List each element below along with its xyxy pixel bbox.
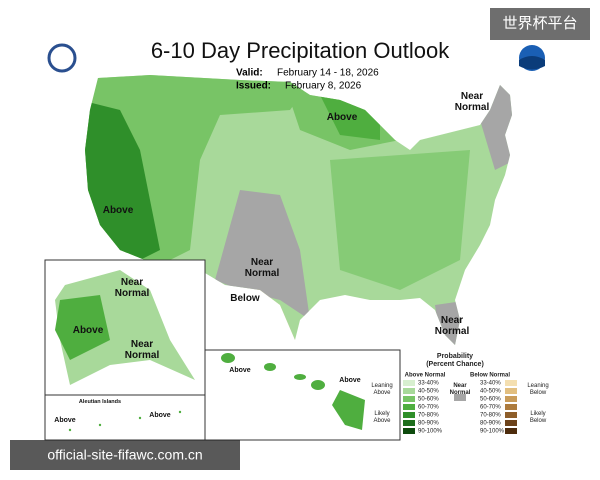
legend-swatch xyxy=(403,428,415,434)
map-label: Aleutian Islands xyxy=(79,399,121,405)
issued-label: Issued: xyxy=(236,81,271,92)
legend-swatch xyxy=(403,388,415,394)
map-label: Near Normal xyxy=(435,315,470,337)
alaska-inset xyxy=(44,259,206,396)
legend-near-line: Near xyxy=(453,383,467,389)
title: 6-10 Day Precipitation Outlook xyxy=(151,38,450,63)
legend-group-line: Leaning xyxy=(527,383,548,389)
legend-bin: 60-70% xyxy=(480,405,501,411)
map-label: Above xyxy=(327,112,358,123)
map-label-line: Near xyxy=(131,339,153,350)
legend-near: Near Normal xyxy=(450,383,471,396)
legend-swatch xyxy=(505,396,517,402)
legend-group-line: Likely xyxy=(374,411,389,417)
map-label: Below xyxy=(230,293,260,304)
legend-bin: 40-50% xyxy=(418,389,439,395)
legend-swatch xyxy=(454,394,466,401)
legend-swatch xyxy=(403,396,415,402)
footer-box xyxy=(10,440,240,470)
legend-bin: 80-90% xyxy=(480,421,501,427)
valid-label: Valid: xyxy=(236,68,263,79)
map-label-line: Above xyxy=(73,325,104,336)
legend-bin: 33-40% xyxy=(418,381,439,387)
legend-bin: 50-60% xyxy=(480,397,501,403)
legend-title-line: Probability xyxy=(437,353,473,360)
footer-watermark: official-site-fifawc.com.cn xyxy=(47,447,202,463)
map-label-line: Above xyxy=(327,112,358,123)
legend-swatch xyxy=(505,420,517,426)
map-label-line: Normal xyxy=(455,102,490,113)
map-label-line: Normal xyxy=(245,268,280,279)
legend-swatch xyxy=(505,428,517,434)
legend-title-line: (Percent Chance) xyxy=(426,361,484,368)
legend-group-line: Leaning xyxy=(371,383,392,389)
map-label-line: Normal xyxy=(435,326,470,337)
legend-bin: 40-50% xyxy=(480,389,501,395)
legend-bin: 70-80% xyxy=(480,413,501,419)
legend-group: Likely Above xyxy=(373,411,391,424)
map-label: Above xyxy=(103,205,134,216)
map-label: Near Normal xyxy=(455,91,490,113)
map-label: Near Normal xyxy=(125,339,160,361)
legend-group-line: Below xyxy=(530,418,547,424)
issued: February 8, 2026 xyxy=(285,81,362,92)
legend-bin: 90-100% xyxy=(480,429,505,435)
map-label-line: Normal xyxy=(115,288,150,299)
hawaii-inset xyxy=(204,349,401,441)
legend-group-line: Above xyxy=(373,418,391,424)
map-label: Near Normal xyxy=(115,277,150,299)
aleutian-inset xyxy=(44,394,206,441)
legend-swatch xyxy=(403,412,415,418)
map-label: Near Normal xyxy=(245,257,280,279)
legend-bin: 50-60% xyxy=(418,397,439,403)
legend-header: Above Normal xyxy=(405,373,446,379)
legend-swatch xyxy=(505,388,517,394)
map-label: Above xyxy=(339,377,361,384)
legend: Probability (Percent Chance) Above Normal B… xyxy=(371,353,548,435)
map-label-line: Normal xyxy=(125,350,160,361)
map-label: Above xyxy=(73,325,104,336)
legend-header: Below Normal xyxy=(470,373,510,379)
legend-swatch xyxy=(505,380,517,386)
legend-swatch xyxy=(505,412,517,418)
legend-bin: 70-80% xyxy=(418,413,439,419)
legend-group-line: Likely xyxy=(530,411,545,417)
map-label-line: Near xyxy=(251,257,273,268)
legend-bin: 90-100% xyxy=(418,429,443,435)
map-label-line: Above xyxy=(339,377,361,384)
map-label-line: Near xyxy=(461,91,483,102)
legend-swatch xyxy=(403,380,415,386)
map-label-line: Above xyxy=(149,412,171,419)
legend-swatch xyxy=(505,404,517,410)
map-label-line: Above xyxy=(54,417,76,424)
legend-swatch xyxy=(403,420,415,426)
legend-group: Leaning Below xyxy=(527,383,548,396)
map-label: Above xyxy=(54,417,76,424)
legend-near-line: Normal xyxy=(450,390,471,396)
map-label-line: Above xyxy=(229,367,251,374)
map-label-line: Near xyxy=(121,277,143,288)
legend-title: Probability (Percent Chance) xyxy=(426,353,484,368)
watermark: 世界杯平台 xyxy=(502,15,577,32)
map-label-line: Below xyxy=(230,293,260,304)
legend-group-line: Above xyxy=(373,390,391,396)
legend-group: Likely Below xyxy=(530,411,547,424)
watermark-box xyxy=(490,8,590,40)
map-label-line: Near xyxy=(441,315,463,326)
legend-bin: 33-40% xyxy=(480,381,501,387)
legend-bin: 80-90% xyxy=(418,421,439,427)
map-label-line: Aleutian Islands xyxy=(79,399,121,405)
legend-bin: 60-70% xyxy=(418,405,439,411)
map-label-line: Above xyxy=(103,205,134,216)
map-label: Above xyxy=(229,367,251,374)
legend-group-line: Below xyxy=(530,390,547,396)
valid: February 14 - 18, 2026 xyxy=(277,68,379,79)
logos xyxy=(47,43,545,73)
legend-swatch xyxy=(403,404,415,410)
map-label: Above xyxy=(149,412,171,419)
legend-group: Leaning Above xyxy=(371,383,392,396)
